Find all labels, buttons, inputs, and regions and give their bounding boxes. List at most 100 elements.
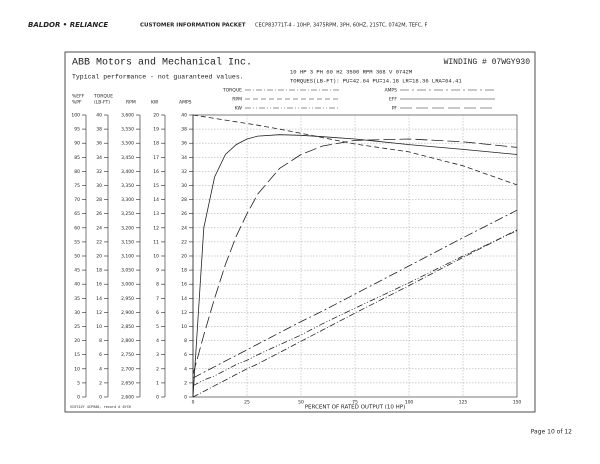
y-tick-label: 35: [74, 296, 80, 302]
y-tick-label: 3: [156, 352, 159, 358]
y-tick-label: 3,600: [121, 113, 134, 119]
y-tick-label: 38: [96, 127, 102, 133]
torques: TORQUES(LB-FT): PU=42.64 PU=14.18 LR=18.…: [290, 77, 462, 84]
y-tick-label: 14: [181, 296, 187, 302]
y-tick-label: 24: [181, 225, 187, 231]
y-tick-label: 15: [153, 183, 159, 189]
axis-header: %EFF: [72, 94, 85, 100]
y-tick-label: 18: [96, 268, 102, 274]
company: ABB Motors and Mechanical Inc.: [72, 57, 252, 69]
x-tick-label: 25: [244, 400, 250, 406]
y-tick-label: 2,700: [121, 366, 134, 372]
y-tick-label: 2,800: [121, 338, 134, 344]
curve: [192, 229, 518, 398]
y-tick-label: 15: [74, 352, 80, 358]
y-tick-label: 28: [181, 197, 187, 203]
y-tick-label: 3,250: [121, 211, 134, 217]
y-tick-label: 36: [96, 141, 102, 147]
y-tick-label: 2,750: [121, 352, 134, 358]
y-tick-label: 3,550: [121, 127, 134, 133]
curve: [192, 114, 518, 186]
y-tick-label: 85: [74, 155, 80, 161]
y-tick-label: 26: [96, 211, 102, 217]
y-tick-label: 3,400: [121, 169, 134, 175]
y-tick-label: 2: [184, 380, 187, 386]
curve: [192, 230, 518, 387]
y-tick-label: 50: [74, 254, 80, 260]
y-tick-label: 17: [153, 155, 159, 161]
y-tick-label: 3,500: [121, 141, 134, 147]
y-tick-label: 28: [96, 197, 102, 203]
y-tick-label: 40: [96, 113, 102, 119]
y-tick-label: 3,150: [121, 239, 134, 245]
y-tick-label: 3,100: [121, 254, 134, 260]
y-tick-label: 2,950: [121, 296, 134, 302]
y-tick-label: 26: [181, 211, 187, 217]
y-tick-label: 2,600: [121, 395, 134, 401]
y-tick-label: 2: [156, 366, 159, 372]
legend-label: AMPS: [384, 88, 397, 94]
y-tick-label: 20: [74, 338, 80, 344]
y-tick-label: 95: [74, 127, 80, 133]
y-tick-label: 12: [153, 225, 159, 231]
sheet-frame: [64, 51, 536, 413]
y-tick-label: 13: [153, 211, 159, 217]
header-model: CECP83771T-4 - 10HP, 3475RPM, 3PH, 60HZ,…: [255, 23, 427, 29]
y-tick-label: 16: [96, 282, 102, 288]
y-tick-label: 5: [77, 380, 80, 386]
y-tick-label: 18: [181, 268, 187, 274]
y-tick-label: 40: [181, 113, 187, 119]
y-tick-label: 0: [184, 395, 187, 401]
y-tick-label: 8: [156, 282, 159, 288]
y-tick-label: 30: [96, 183, 102, 189]
y-tick-label: 16: [181, 282, 187, 288]
note: Typical performance - not guaranteed val…: [72, 74, 244, 81]
y-tick-label: 0: [99, 395, 102, 401]
curve: [192, 138, 518, 375]
y-tick-label: 65: [74, 211, 80, 217]
legend-label: RPM: [232, 97, 242, 103]
y-tick-label: 40: [74, 282, 80, 288]
y-tick-label: 100: [71, 113, 80, 119]
y-tick-label: 7: [156, 296, 159, 302]
legend-label: PF: [392, 106, 398, 112]
y-tick-label: 2: [99, 380, 102, 386]
y-tick-label: 14: [153, 197, 159, 203]
winding: WINDING # 07WGY930: [444, 58, 531, 67]
y-tick-label: 3,200: [121, 225, 134, 231]
y-tick-label: 30: [74, 310, 80, 316]
y-tick-label: 2,650: [121, 380, 134, 386]
y-tick-label: 3,050: [121, 268, 134, 274]
axis-header: (LB-FT): [94, 100, 110, 106]
y-tick-label: 20: [96, 254, 102, 260]
legend-label: EFF: [389, 97, 397, 103]
y-tick-label: 45: [74, 268, 80, 274]
axis-header: RPM: [126, 100, 136, 106]
y-tick-label: 6: [99, 352, 102, 358]
axis-header: AMPS: [179, 100, 192, 106]
y-tick-label: 0: [77, 395, 80, 401]
y-tick-label: 5: [156, 324, 159, 330]
y-tick-label: 11: [153, 239, 159, 245]
footnote: VC0722Y 4CP086, record # 6YC0: [70, 405, 131, 410]
axis-header: KW: [151, 100, 159, 106]
y-tick-label: 10: [153, 254, 159, 260]
y-tick-label: 4: [184, 366, 187, 372]
curve: [192, 209, 518, 379]
y-tick-label: 4: [99, 366, 102, 372]
y-tick-label: 30: [181, 183, 187, 189]
y-tick-label: 60: [74, 225, 80, 231]
page-number: Page 10 of 12: [531, 429, 572, 436]
y-tick-label: 80: [74, 169, 80, 175]
y-tick-label: 75: [74, 183, 80, 189]
y-tick-label: 8: [184, 338, 187, 344]
y-tick-label: 10: [181, 324, 187, 330]
y-tick-label: 3,000: [121, 282, 134, 288]
y-tick-label: 24: [96, 225, 102, 231]
y-tick-label: 8: [99, 338, 102, 344]
y-tick-label: 36: [181, 141, 187, 147]
y-tick-label: 20: [181, 254, 187, 260]
header-title: CUSTOMER INFORMATION PACKET: [140, 23, 246, 29]
y-tick-label: 1: [156, 380, 159, 386]
